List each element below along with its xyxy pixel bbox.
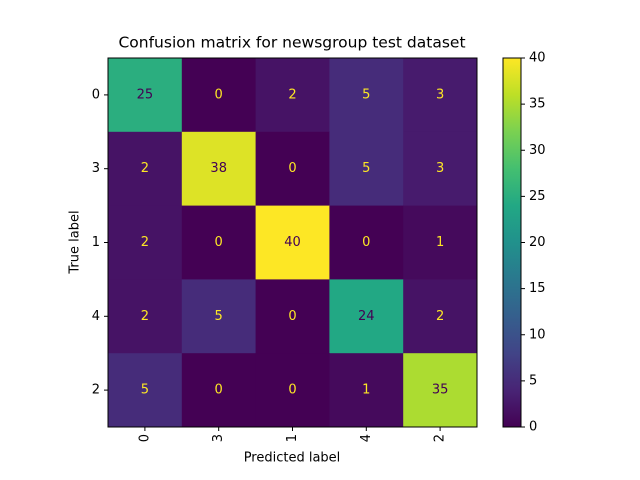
heatmap-cell — [181, 131, 257, 207]
heatmap-cell — [329, 58, 404, 133]
cell-label: 1 — [436, 235, 444, 250]
cell-label: 0 — [288, 309, 296, 324]
x-tick-label: 3 — [211, 434, 226, 442]
colorbar-tick-label: 10 — [529, 327, 546, 342]
cell-label: 35 — [432, 383, 449, 398]
cell-label: 2 — [288, 87, 296, 102]
cell-label: 5 — [362, 161, 370, 176]
heatmap-cell — [255, 205, 330, 280]
heatmap-cell — [108, 205, 183, 280]
heatmap-cell — [329, 279, 404, 354]
cell-label: 2 — [436, 309, 444, 324]
y-tick-label: 3 — [92, 161, 100, 176]
cell-label: 25 — [137, 87, 154, 102]
heatmap-cell — [255, 353, 330, 428]
cell-label: 0 — [215, 87, 223, 102]
cell-label: 3 — [436, 87, 444, 102]
heatmap-cell — [181, 279, 257, 354]
heatmap-cell — [181, 58, 257, 133]
colorbar — [502, 57, 522, 428]
cell-label: 0 — [215, 235, 223, 250]
cell-label: 0 — [288, 383, 296, 398]
heatmap-cell — [255, 131, 330, 207]
colorbar-tick-label: 30 — [529, 143, 546, 158]
heatmap-cell — [255, 58, 330, 133]
colorbar-tick-label: 15 — [529, 281, 546, 296]
colorbar-tick-label: 0 — [529, 420, 537, 435]
heatmap-cell — [108, 58, 183, 133]
x-tick-label: 4 — [359, 434, 374, 442]
cell-label: 5 — [362, 87, 370, 102]
heatmap-cell — [329, 353, 404, 428]
y-tick-label: 4 — [92, 309, 100, 324]
colorbar-tick-label: 5 — [529, 373, 537, 388]
cell-label: 0 — [288, 161, 296, 176]
colorbar-tick-label: 40 — [529, 51, 546, 66]
cell-label: 0 — [215, 383, 223, 398]
y-tick-label: 2 — [92, 383, 100, 398]
x-tick-label: 1 — [285, 434, 300, 442]
cell-label: 1 — [362, 383, 370, 398]
y-tick-label: 0 — [92, 87, 100, 102]
cell-label: 3 — [436, 161, 444, 176]
heatmap-cell — [329, 131, 404, 207]
heatmap-cell — [403, 131, 478, 207]
cell-label: 5 — [215, 309, 223, 324]
heatmap-cell — [329, 205, 404, 280]
y-axis-label: True label — [68, 210, 83, 274]
heatmap-cell — [181, 205, 257, 280]
heatmap-cell — [403, 279, 478, 354]
cell-label: 24 — [358, 309, 375, 324]
colorbar-tick-label: 25 — [529, 189, 546, 204]
heatmap-cell — [108, 353, 183, 428]
y-tick-label: 1 — [92, 235, 100, 250]
cell-label: 2 — [141, 309, 149, 324]
heatmap-cell — [403, 353, 478, 428]
cell-label: 38 — [210, 161, 227, 176]
x-tick-label: 2 — [433, 434, 448, 442]
cell-label: 0 — [362, 235, 370, 250]
cell-label: 2 — [141, 161, 149, 176]
heatmap-cell — [181, 353, 257, 428]
x-tick-label: 0 — [137, 434, 152, 442]
cell-label: 40 — [284, 235, 301, 250]
chart-title: Confusion matrix for newsgroup test data… — [118, 34, 465, 52]
heatmap-cell — [108, 279, 183, 354]
colorbar-tick-label: 20 — [529, 235, 546, 250]
cell-label: 2 — [141, 235, 149, 250]
cell-label: 5 — [141, 383, 149, 398]
colorbar-tick-label: 35 — [529, 97, 546, 112]
heatmap-cell — [108, 131, 183, 207]
heatmap-cell — [255, 279, 330, 354]
heatmap-cell — [403, 58, 478, 133]
heatmap-cell — [403, 205, 478, 280]
x-axis-label: Predicted label — [244, 451, 341, 466]
